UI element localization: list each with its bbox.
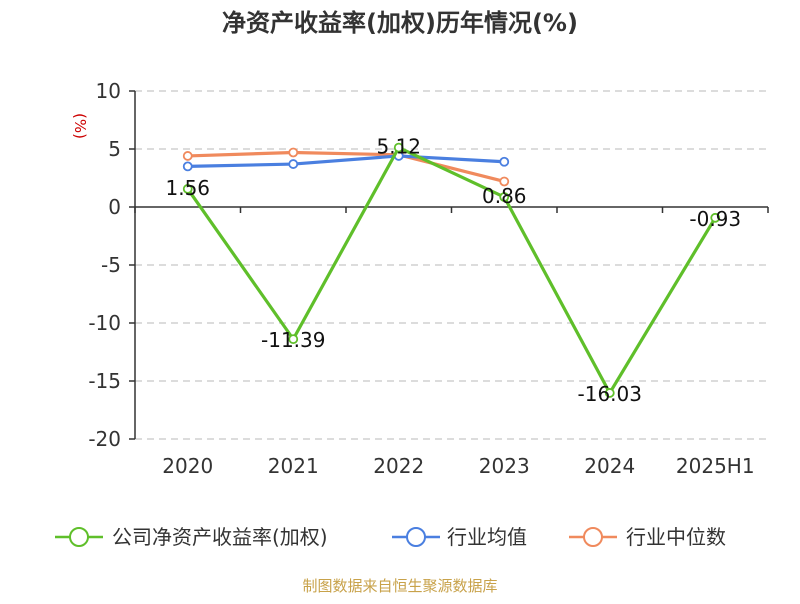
data-point <box>288 159 299 169</box>
y-tick-label: -5 <box>101 253 121 277</box>
chart-title: 净资产收益率(加权)历年情况(%) <box>222 9 578 37</box>
data-point <box>710 212 721 223</box>
x-tick-label: 2023 <box>479 454 530 478</box>
y-axis-unit: (%) <box>71 113 89 139</box>
y-tick-label: -10 <box>88 311 121 335</box>
series-line <box>186 146 717 395</box>
data-point <box>604 388 615 398</box>
data-label: 1.56 <box>165 176 210 200</box>
data-point <box>182 161 193 172</box>
x-tick-label: 2024 <box>584 454 635 478</box>
data-point <box>288 334 299 345</box>
data-labels: 1.56 -11.39 5.12 0.86 -16.03 -0.93 <box>165 135 741 406</box>
data-point <box>499 192 510 202</box>
data-point <box>499 156 510 167</box>
legend-label: 行业中位数 <box>626 525 726 549</box>
legend-marker <box>583 527 603 547</box>
data-point <box>182 184 193 194</box>
legend: 公司净资产收益率(加权) 行业均值 行业中位数 <box>55 525 726 549</box>
data-label: -16.03 <box>578 382 642 406</box>
legend-marker <box>406 527 426 547</box>
y-tick-label: -20 <box>88 427 121 451</box>
series-line <box>186 154 506 168</box>
data-point <box>182 151 193 161</box>
data-label: -11.39 <box>261 328 325 352</box>
source-note: 制图数据来自恒生聚源数据库 <box>302 577 497 595</box>
data-label: 0.86 <box>482 184 527 208</box>
x-tick-label: 2025H1 <box>676 454 755 478</box>
x-tick-label: 2021 <box>268 454 319 478</box>
x-tick-label: 2020 <box>162 454 213 478</box>
gridlines <box>135 90 768 440</box>
y-tick-label: 5 <box>108 137 121 161</box>
legend-label: 公司净资产收益率(加权) <box>112 525 328 549</box>
y-tick-label: 0 <box>108 195 121 219</box>
data-point <box>393 142 404 153</box>
x-tick-label: 2022 <box>373 454 424 478</box>
axes: 10 5 0 -5 -10 -15 -20 2020 2021 2022 2023 2024 2025H… <box>88 79 769 478</box>
data-point <box>499 176 510 187</box>
legend-label: 行业均值 <box>447 525 527 549</box>
legend-marker <box>69 527 89 547</box>
series-lines <box>182 142 721 398</box>
data-label: 5.12 <box>376 135 421 159</box>
y-tick-label: -15 <box>88 369 121 393</box>
data-point <box>288 147 299 158</box>
y-tick-label: 10 <box>96 79 121 103</box>
series-line <box>186 150 506 184</box>
data-label: -0.93 <box>689 207 741 231</box>
